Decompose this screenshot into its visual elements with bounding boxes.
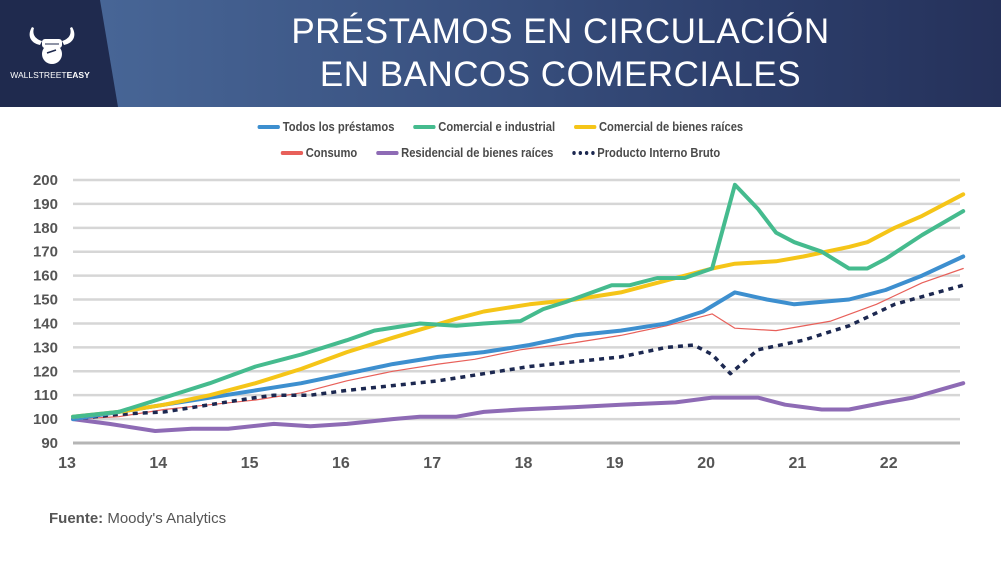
series-line-comercial-e-industrial: [71, 182, 966, 419]
x-tick-label: 21: [789, 455, 807, 472]
series-line-residencial-de-bienes-ra-ces: [71, 381, 966, 433]
legend-label: Todos los préstamos: [282, 119, 395, 134]
series-line-producto-interno-bruto: [72, 283, 964, 421]
page-title: PRÉSTAMOS EN CIRCULACIÓN EN BANCOS COMER…: [120, 10, 1001, 96]
y-tick-label: 150: [33, 292, 58, 309]
legend-label: Residencial de bienes raíces: [401, 145, 554, 160]
x-tick-label: 15: [241, 455, 259, 472]
y-tick-label: 120: [33, 363, 58, 380]
title-line-1: PRÉSTAMOS EN CIRCULACIÓN: [291, 12, 830, 51]
title-line-2: EN BANCOS COMERCIALES: [319, 55, 802, 94]
legend-item-residencial: Residencial de bienes raíces: [376, 145, 553, 160]
legend-item-pib: Producto Interno Bruto: [572, 145, 720, 160]
legend-swatch: [572, 150, 595, 155]
legend-swatch: [257, 124, 281, 129]
source-value: Moody's Analytics: [103, 510, 227, 527]
y-tick-label: 170: [33, 244, 58, 261]
legend-swatch: [280, 150, 304, 155]
x-tick-label: 16: [332, 455, 350, 472]
legend-item-todos: Todos los préstamos: [257, 119, 395, 134]
legend-swatch: [376, 150, 399, 155]
legend-label: Consumo: [305, 145, 358, 160]
legend-row-2: Consumo Residencial de bienes raíces Pro…: [70, 145, 931, 160]
x-axis-ticks: 13 14 15 16 17 18 19 20 21 22: [58, 455, 898, 472]
x-tick-label: 13: [58, 455, 76, 472]
series-lines: [71, 182, 966, 433]
series-line-todos-los-pr-stamos: [71, 254, 966, 422]
legend-item-bienes-raices: Comercial de bienes raíces: [574, 119, 743, 134]
legend-swatch: [574, 124, 597, 129]
header-banner: [0, 0, 1001, 107]
x-tick-label: 20: [697, 455, 715, 472]
legend-label: Comercial e industrial: [438, 119, 556, 134]
y-tick-label: 140: [33, 315, 58, 332]
x-tick-label: 18: [515, 455, 533, 472]
y-tick-label: 200: [33, 172, 58, 189]
y-axis-ticks: 90 100 110 120 130 140 150 160 170 180 190 200: [33, 172, 58, 452]
y-tick-label: 110: [34, 387, 58, 404]
y-tick-label: 100: [33, 411, 58, 428]
legend-item-comercial-industrial: Comercial e industrial: [413, 119, 555, 134]
y-tick-label: 190: [33, 196, 58, 213]
bull-fist-icon: [29, 27, 75, 64]
x-tick-label: 17: [423, 455, 441, 472]
y-tick-label: 180: [33, 220, 58, 237]
source-label: Fuente:: [49, 510, 104, 527]
logo-panel: WALLSTREETEASY: [0, 0, 118, 107]
legend-label: Producto Interno Bruto: [597, 145, 721, 160]
x-tick-label: 19: [606, 455, 624, 472]
x-tick-label: 14: [149, 455, 167, 472]
y-tick-label: 130: [33, 339, 58, 356]
legend-row-1: Todos los préstamos Comercial e industri…: [70, 119, 931, 134]
x-tick-label: 22: [880, 455, 898, 472]
legend-label: Comercial de bienes raíces: [598, 119, 744, 134]
legend-item-consumo: Consumo: [280, 145, 358, 160]
y-tick-label: 90: [41, 435, 58, 452]
legend-swatch: [413, 124, 436, 129]
source-note: Fuente: Moody's Analytics: [49, 510, 226, 527]
y-tick-label: 160: [33, 268, 58, 285]
logo-text: WALLSTREETEASY: [10, 70, 90, 80]
